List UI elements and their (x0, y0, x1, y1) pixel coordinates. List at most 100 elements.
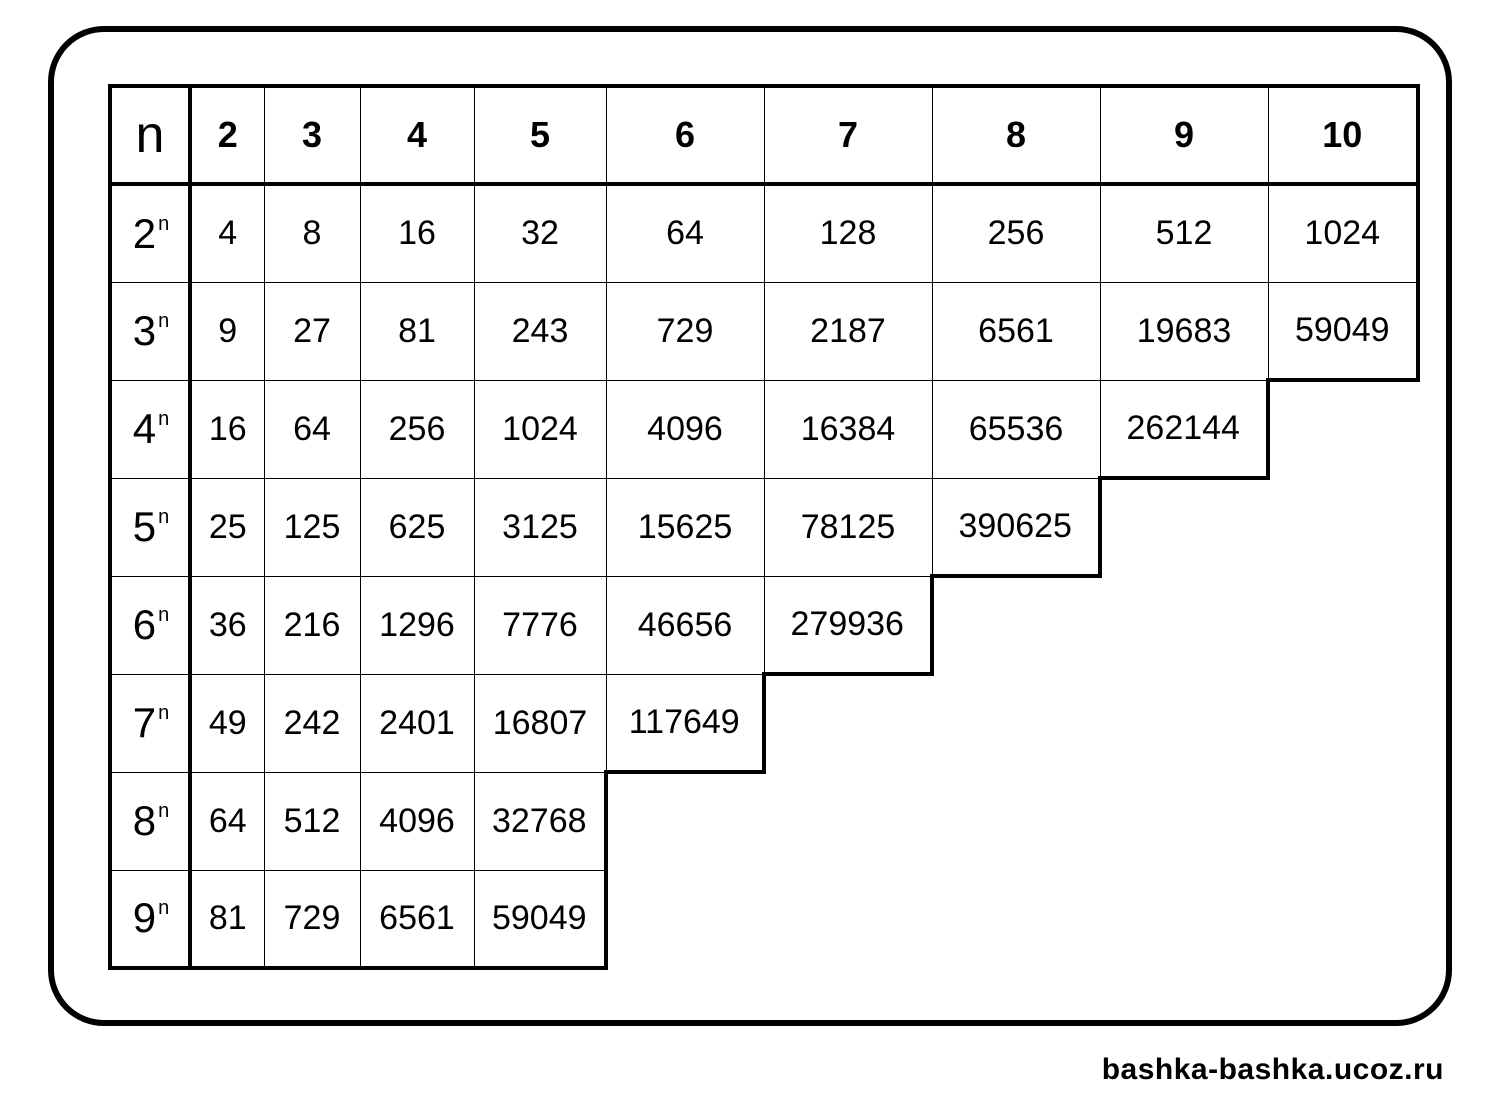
col-header: 9 (1100, 86, 1268, 184)
blank-cell (764, 772, 932, 870)
table-cell: 3125 (474, 478, 606, 576)
table-cell: 262144 (1100, 380, 1268, 478)
blank-cell (1268, 478, 1418, 576)
table-cell: 2401 (360, 674, 474, 772)
col-header: 4 (360, 86, 474, 184)
table-cell: 242 (264, 674, 360, 772)
table-cell: 1024 (474, 380, 606, 478)
table-cell: 15625 (606, 478, 764, 576)
row-label-base: 9 (133, 894, 156, 941)
table-cell: 512 (1100, 184, 1268, 282)
table-cell: 27 (264, 282, 360, 380)
blank-cell (606, 870, 764, 968)
table-cell: 64 (190, 772, 264, 870)
row-label: 8n (110, 772, 190, 870)
row-label-exp: n (158, 213, 169, 235)
table-cell: 256 (932, 184, 1100, 282)
col-header: 2 (190, 86, 264, 184)
credit-text: bashka-bashka.ucoz.ru (1102, 1053, 1444, 1087)
table-cell: 16384 (764, 380, 932, 478)
row-label-base: 8 (133, 797, 156, 844)
blank-cell (932, 870, 1100, 968)
blank-cell (1100, 674, 1268, 772)
table-cell: 64 (264, 380, 360, 478)
row-label: 3n (110, 282, 190, 380)
table-cell: 16 (360, 184, 474, 282)
blank-cell (1268, 674, 1418, 772)
table-cell: 81 (360, 282, 474, 380)
table-cell: 78125 (764, 478, 932, 576)
row-label-exp: n (158, 897, 169, 919)
table-cell: 81 (190, 870, 264, 968)
table-row: 4n 16 64 256 1024 4096 16384 65536 26214… (110, 380, 1418, 478)
table-cell: 625 (360, 478, 474, 576)
blank-cell (1268, 576, 1418, 674)
row-label-base: 6 (133, 601, 156, 648)
row-label: 6n (110, 576, 190, 674)
col-header: 7 (764, 86, 932, 184)
table-cell: 4096 (606, 380, 764, 478)
row-label-base: 2 (133, 210, 156, 257)
blank-cell (1100, 576, 1268, 674)
table-row: 6n 36 216 1296 7776 46656 279936 (110, 576, 1418, 674)
col-header: 10 (1268, 86, 1418, 184)
table-row: 5n 25 125 625 3125 15625 78125 390625 (110, 478, 1418, 576)
col-header: 6 (606, 86, 764, 184)
table-cell: 390625 (932, 478, 1100, 576)
blank-cell (606, 772, 764, 870)
blank-cell (1268, 772, 1418, 870)
table-cell: 25 (190, 478, 264, 576)
blank-cell (932, 772, 1100, 870)
table-cell: 6561 (360, 870, 474, 968)
row-label-exp: n (158, 702, 169, 724)
table-cell: 243 (474, 282, 606, 380)
col-header: 8 (932, 86, 1100, 184)
blank-cell (764, 870, 932, 968)
row-label: 4n (110, 380, 190, 478)
row-label: 5n (110, 478, 190, 576)
table-cell: 729 (606, 282, 764, 380)
row-label: 7n (110, 674, 190, 772)
table-cell: 36 (190, 576, 264, 674)
row-label: 9n (110, 870, 190, 968)
col-header: 3 (264, 86, 360, 184)
table-cell: 125 (264, 478, 360, 576)
table-header: n 2 3 4 5 6 7 8 9 10 (110, 86, 1418, 184)
table-cell: 6561 (932, 282, 1100, 380)
powers-table-wrapper: n 2 3 4 5 6 7 8 9 10 2n (108, 84, 1392, 970)
table-cell: 7776 (474, 576, 606, 674)
outer-frame: n 2 3 4 5 6 7 8 9 10 2n (48, 26, 1452, 1026)
table-cell: 729 (264, 870, 360, 968)
row-label-exp: n (158, 506, 169, 528)
table-cell: 32768 (474, 772, 606, 870)
row-label-exp: n (158, 310, 169, 332)
blank-cell (932, 576, 1100, 674)
page: n 2 3 4 5 6 7 8 9 10 2n (0, 0, 1500, 1109)
table-cell: 65536 (932, 380, 1100, 478)
table-cell: 256 (360, 380, 474, 478)
table-row: 7n 49 242 2401 16807 117649 (110, 674, 1418, 772)
blank-cell (1100, 772, 1268, 870)
table-cell: 19683 (1100, 282, 1268, 380)
blank-cell (932, 674, 1100, 772)
table-cell: 16807 (474, 674, 606, 772)
table-cell: 32 (474, 184, 606, 282)
row-label-exp: n (158, 604, 169, 626)
row-label-base: 5 (133, 503, 156, 550)
row-label: 2n (110, 184, 190, 282)
powers-table: n 2 3 4 5 6 7 8 9 10 2n (108, 84, 1420, 970)
table-cell: 128 (764, 184, 932, 282)
table-cell: 8 (264, 184, 360, 282)
table-cell: 59049 (474, 870, 606, 968)
blank-cell (1268, 870, 1418, 968)
corner-cell: n (110, 86, 190, 184)
table-row: 2n 4 8 16 32 64 128 256 512 1024 (110, 184, 1418, 282)
row-label-base: 7 (133, 699, 156, 746)
blank-cell (764, 674, 932, 772)
table-cell: 49 (190, 674, 264, 772)
blank-cell (1100, 870, 1268, 968)
row-label-base: 4 (133, 405, 156, 452)
table-cell: 1296 (360, 576, 474, 674)
table-cell: 1024 (1268, 184, 1418, 282)
table-cell: 9 (190, 282, 264, 380)
